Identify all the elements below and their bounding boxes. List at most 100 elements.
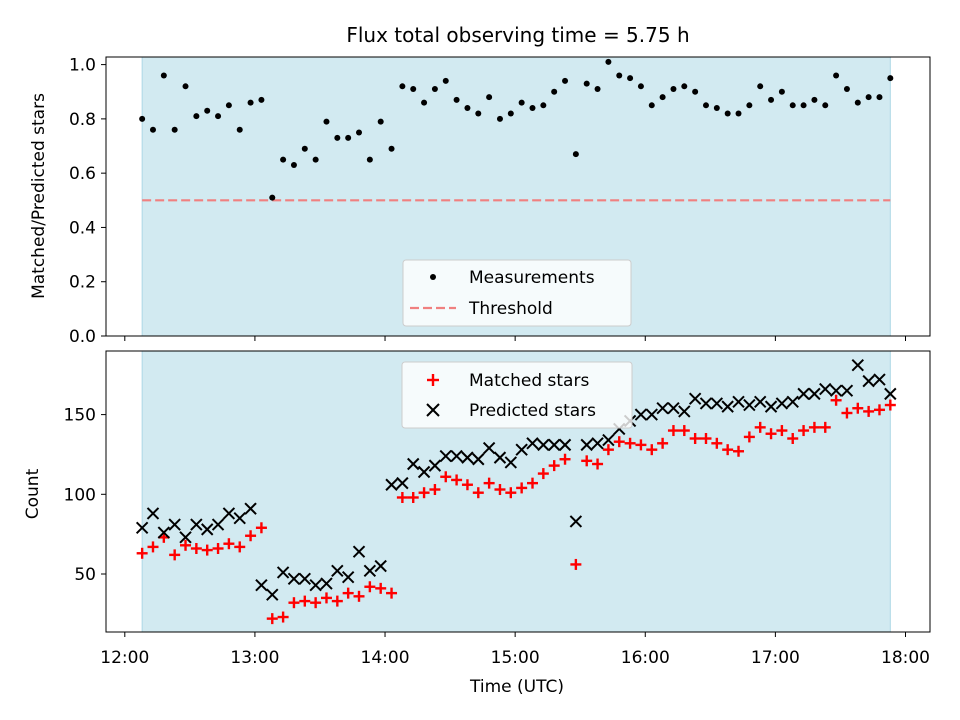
measurement-point xyxy=(421,99,428,106)
matched-star-point xyxy=(884,399,896,411)
measurement-point xyxy=(572,151,579,158)
measurement-point xyxy=(876,94,883,101)
x-tick-label: 14:00 xyxy=(361,648,410,668)
matched-star-point xyxy=(180,539,192,551)
measurement-point xyxy=(215,113,222,120)
predicted-star-point xyxy=(146,507,160,520)
matched-star-point xyxy=(830,394,842,406)
measurement-point xyxy=(496,115,503,122)
legend-matched-label: Matched stars xyxy=(469,371,589,391)
predicted-star-point xyxy=(309,578,322,592)
predicted-star-point xyxy=(211,518,225,531)
matched-star-point xyxy=(743,431,755,443)
measurement-point xyxy=(280,156,287,163)
predicted-star-point xyxy=(515,443,528,456)
measurement-point xyxy=(757,83,764,90)
predicted-star-point xyxy=(775,397,789,410)
matched-star-point xyxy=(657,437,669,449)
measurement-point xyxy=(778,88,785,95)
measurement-point xyxy=(637,83,644,90)
matched-star-point xyxy=(201,544,213,556)
predicted-star-point xyxy=(331,564,344,578)
predicted-star-point xyxy=(862,374,875,388)
matched-star-point xyxy=(245,530,257,542)
measurement-point xyxy=(377,118,384,125)
measurement-point xyxy=(605,58,612,65)
y-tick-label: 0.2 xyxy=(69,273,96,293)
legend-measurements-label: Measurements xyxy=(469,268,595,288)
predicted-star-point xyxy=(428,459,442,472)
predicted-star-point xyxy=(407,457,420,471)
predicted-star-point xyxy=(287,572,301,585)
measurement-point xyxy=(518,99,525,106)
measurement-point xyxy=(822,102,829,109)
matched-star-point xyxy=(483,477,495,489)
top-x-ticks xyxy=(124,336,906,341)
matched-star-point xyxy=(581,455,593,467)
predicted-star-point xyxy=(732,395,745,409)
matched-star-point xyxy=(386,587,398,599)
measurement-point xyxy=(594,86,601,93)
matched-star-point xyxy=(136,547,148,559)
matched-star-point xyxy=(592,458,604,470)
matched-star-point xyxy=(678,425,690,437)
top-legend-box xyxy=(402,259,632,327)
predicted-star-point xyxy=(276,566,290,579)
x-axis-label: Time (UTC) xyxy=(469,677,564,697)
predicted-star-point xyxy=(374,559,387,573)
predicted-star-point xyxy=(884,387,897,401)
predicted-star-point xyxy=(472,453,485,466)
matched-star-point xyxy=(819,421,831,433)
legend-predicted-marker xyxy=(426,403,440,417)
measurement-point xyxy=(388,145,395,152)
measurement-point xyxy=(160,72,167,79)
measurement-point xyxy=(670,86,677,93)
measurement-point xyxy=(833,72,840,79)
predicted-star-point xyxy=(482,441,496,455)
measurement-point xyxy=(768,96,775,103)
predicted-star-point xyxy=(764,400,778,413)
x-tick-label: 13:00 xyxy=(230,648,279,668)
predicted-star-point xyxy=(797,387,810,401)
top-axes-frame xyxy=(105,56,931,337)
measurement-point xyxy=(843,86,850,93)
predicted-star-point xyxy=(873,373,886,386)
predicted-star-point xyxy=(298,572,312,585)
matched-star-point xyxy=(396,491,408,503)
predicted-star-point xyxy=(190,518,203,531)
measurement-point xyxy=(648,102,655,109)
matched-star-point xyxy=(440,471,452,483)
matched-star-point xyxy=(733,445,745,457)
predicted-star-point xyxy=(504,456,518,469)
measurement-point xyxy=(149,126,156,133)
matched-star-point xyxy=(689,433,701,445)
x-tick-label: 12:00 xyxy=(100,648,149,668)
matched-star-point xyxy=(516,482,528,494)
predicted-star-point xyxy=(526,437,539,450)
measurement-point xyxy=(811,96,818,103)
matched-star-point xyxy=(776,425,788,437)
predicted-star-point xyxy=(396,476,409,490)
predicted-star-point xyxy=(461,451,474,464)
bottom-y-ticks: 50 100 150 xyxy=(64,406,106,585)
matched-star-point xyxy=(407,491,419,503)
predicted-star-point xyxy=(710,397,724,410)
matched-star-point xyxy=(787,433,799,445)
matched-star-point xyxy=(808,421,820,433)
measurement-point xyxy=(789,102,796,109)
predicted-star-point xyxy=(558,438,572,452)
x-tick-label: 18:00 xyxy=(881,648,930,668)
predicted-star-point xyxy=(255,578,268,592)
matched-star-point xyxy=(559,453,571,465)
measurement-point xyxy=(399,83,406,90)
measurement-point xyxy=(410,86,417,93)
measurement-point xyxy=(854,99,861,106)
matched-star-point xyxy=(429,484,441,496)
matched-star-point xyxy=(526,477,538,489)
y-tick-label: 0.4 xyxy=(69,218,96,238)
y-tick-label: 150 xyxy=(64,406,96,426)
predicted-star-point xyxy=(819,382,832,396)
bottom-legend-box xyxy=(401,361,633,429)
matched-star-point xyxy=(190,542,202,554)
